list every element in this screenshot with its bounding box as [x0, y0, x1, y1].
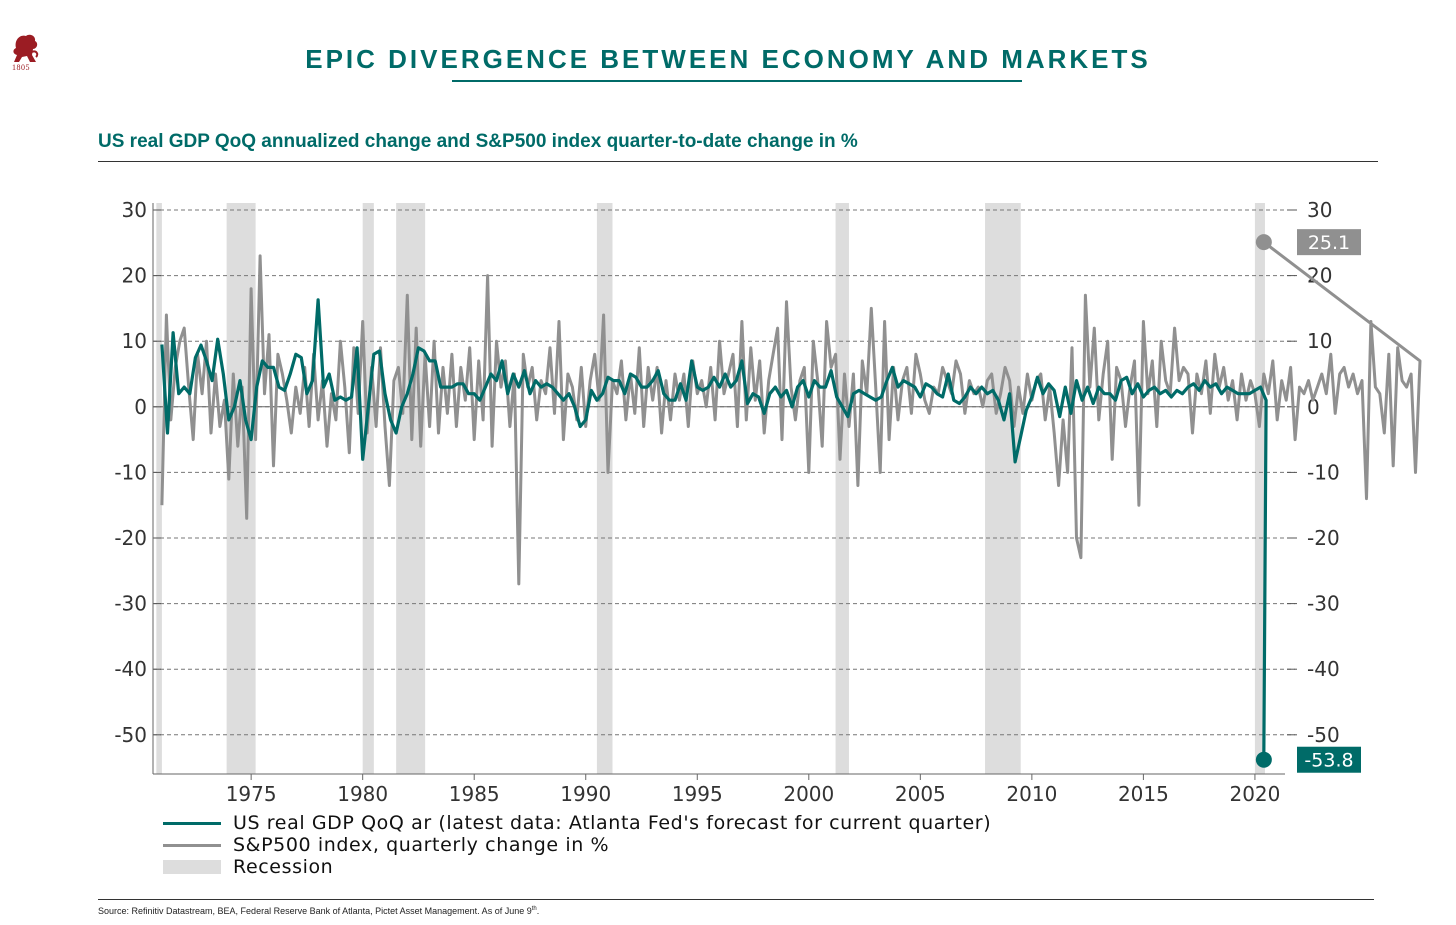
y-tick-label-left: -40 — [114, 657, 147, 681]
y-tick-label-left: -50 — [114, 723, 147, 747]
footer-divider — [98, 899, 1374, 900]
x-tick-label: 1980 — [337, 782, 388, 806]
recession-bands — [156, 203, 1265, 774]
legend-label-gdp: US real GDP QoQ ar (latest data: Atlanta… — [233, 812, 992, 834]
legend-swatch-gdp — [163, 821, 221, 825]
recession-band — [835, 203, 849, 774]
gdp-end-marker — [1255, 751, 1272, 768]
y-tick-label-right: 10 — [1307, 329, 1332, 353]
series-lines — [160, 240, 1422, 760]
page-title: EPIC DIVERGENCE BETWEEN ECONOMY AND MARK… — [305, 44, 1151, 74]
logo-year: 1805 — [12, 63, 30, 72]
x-tick-label: 2015 — [1118, 782, 1169, 806]
recession-band — [1254, 203, 1265, 774]
y-tick-label-left: 10 — [122, 329, 147, 353]
x-tick-label: 1985 — [449, 782, 500, 806]
legend-item-sp500: S&P500 index, quarterly change in % — [163, 834, 991, 856]
legend-swatch-recession — [163, 860, 221, 874]
recession-band — [362, 203, 374, 774]
source-superscript: th — [531, 906, 537, 912]
source-text: Source: Refinitiv Datastream, BEA, Feder… — [98, 906, 532, 916]
y-tick-label-right: -30 — [1307, 592, 1340, 616]
x-tick-label: 1990 — [560, 782, 611, 806]
sp500-value-label: 25.1 — [1308, 232, 1350, 254]
chart-subtitle: US real GDP QoQ annualized change and S&… — [98, 131, 858, 152]
legend-swatch-sp500 — [163, 843, 221, 847]
x-tick-label: 2020 — [1229, 782, 1280, 806]
x-tick-label: 1975 — [226, 782, 277, 806]
y-tick-label-left: -20 — [114, 526, 147, 550]
end-annotations: 25.1 -53.8 — [1255, 229, 1361, 773]
title-underline — [452, 80, 1022, 82]
legend-label-sp500: S&P500 index, quarterly change in % — [233, 834, 610, 856]
legend: US real GDP QoQ ar (latest data: Atlanta… — [163, 812, 991, 878]
legend-item-gdp: US real GDP QoQ ar (latest data: Atlanta… — [163, 812, 991, 834]
legend-label-recession: Recession — [233, 856, 334, 878]
recession-band — [156, 203, 162, 774]
recession-band — [396, 203, 426, 774]
y-tick-label-right: -50 — [1307, 723, 1340, 747]
y-tick-label-left: -10 — [114, 460, 147, 484]
recession-band — [985, 203, 1021, 774]
gdp-value-label: -53.8 — [1304, 750, 1353, 772]
y-tick-label-left: 0 — [134, 395, 147, 419]
recession-band — [596, 203, 613, 774]
sp500-line — [160, 240, 1422, 586]
y-tick-label-right: -10 — [1307, 460, 1340, 484]
legend-item-recession: Recession — [163, 856, 991, 878]
x-tick-label: 2010 — [1006, 782, 1057, 806]
x-tick-label: 2005 — [895, 782, 946, 806]
y-tick-label-left: 20 — [122, 264, 147, 288]
gdp-line — [160, 298, 1268, 760]
y-tick-label-left: -30 — [114, 592, 147, 616]
y-tick-label-right: -20 — [1307, 526, 1340, 550]
y-tick-label-right: -40 — [1307, 657, 1340, 681]
x-tick-label: 1995 — [672, 782, 723, 806]
y-tick-label-right: 0 — [1307, 395, 1320, 419]
y-tick-label-right: 30 — [1307, 198, 1332, 222]
gridlines — [153, 209, 1295, 736]
sp500-end-marker — [1255, 234, 1272, 251]
sp500-value-box — [1297, 229, 1361, 256]
gdp-value-box — [1297, 746, 1361, 773]
axes: 3020100-10-20-30-40-503020100-10-20-30-4… — [114, 198, 1339, 806]
source-note: Source: Refinitiv Datastream, BEA, Feder… — [98, 906, 539, 916]
y-tick-label-left: 30 — [122, 198, 147, 222]
subtitle-divider — [98, 161, 1378, 162]
source-end: . — [536, 906, 540, 916]
x-tick-label: 2000 — [783, 782, 834, 806]
pictet-lion-logo — [13, 34, 39, 62]
